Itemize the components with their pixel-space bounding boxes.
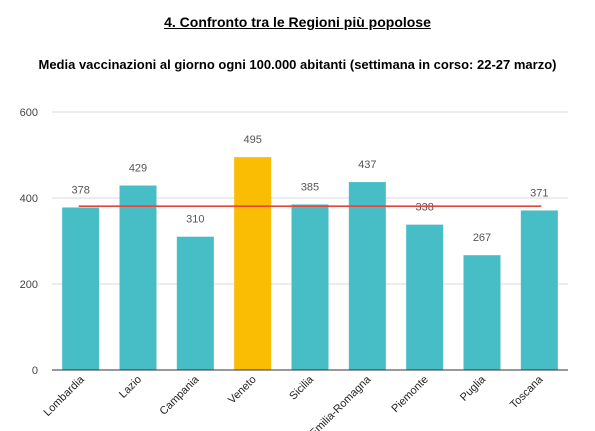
y-axis-ticks: 0 200 400 600: [20, 107, 38, 377]
data-label: 429: [129, 163, 147, 175]
data-labels: 378 429 310 495 385 437 338 267 371: [71, 134, 548, 244]
bar-lazio: [119, 185, 157, 370]
data-label: 310: [186, 214, 204, 226]
bar-campania: [176, 236, 214, 370]
data-label: 338: [415, 202, 433, 214]
x-tick-label: Puglia: [458, 373, 489, 404]
x-tick-label: Veneto: [226, 374, 259, 407]
data-label: 385: [301, 181, 319, 193]
data-label: 371: [530, 187, 548, 199]
data-label: 495: [243, 134, 261, 146]
data-label: 378: [71, 184, 89, 196]
x-tick-label: Emilia-Romagna: [307, 373, 374, 431]
bar-piemonte: [406, 224, 444, 370]
x-tick-label: Toscana: [508, 373, 546, 411]
x-tick-label: Campania: [158, 373, 203, 418]
y-tick-label: 400: [20, 193, 38, 205]
x-tick-label: Lombardia: [42, 373, 88, 419]
x-tick-label: Lazio: [117, 374, 144, 401]
y-tick-label: 200: [20, 279, 38, 291]
data-label: 267: [473, 232, 491, 244]
bar-emilia-romagna: [348, 182, 386, 370]
x-tick-label: Piemonte: [389, 374, 430, 415]
bar-toscana: [520, 210, 558, 370]
y-tick-label: 600: [20, 107, 38, 119]
bar-puglia: [463, 255, 501, 370]
page-heading: 4. Confronto tra le Regioni più popolose: [164, 14, 431, 30]
data-label: 437: [358, 159, 376, 171]
bar-veneto: [234, 157, 272, 370]
bar-sicilia: [291, 204, 329, 370]
bar-lombardia: [62, 207, 100, 370]
bars: [62, 157, 558, 370]
category-labels: Lombardia Lazio Campania Veneto SiciliaEmili…: [42, 373, 547, 431]
x-tick-label: Sicilia: [287, 373, 316, 402]
chart-title: Media vaccinazioni al giorno ogni 100.00…: [38, 57, 557, 72]
y-tick-label: 0: [32, 365, 38, 377]
